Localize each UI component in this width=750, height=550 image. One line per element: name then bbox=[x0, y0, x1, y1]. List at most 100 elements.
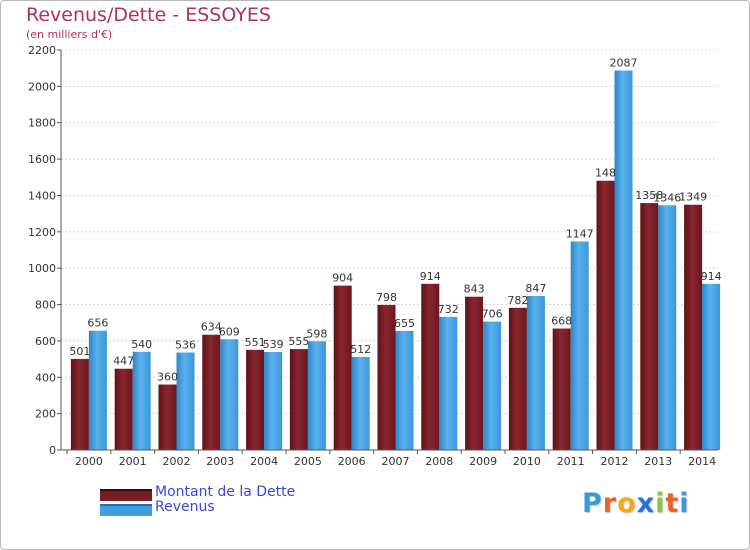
y-tick-label: 800 bbox=[35, 299, 56, 312]
value-label: 1358 bbox=[635, 189, 663, 202]
x-tick-label: 2006 bbox=[338, 455, 366, 468]
bar-revenus bbox=[526, 296, 545, 450]
x-tick-label: 2000 bbox=[75, 455, 103, 468]
bar-dette bbox=[684, 204, 703, 450]
logo-letter: i bbox=[655, 488, 666, 519]
value-label: 501 bbox=[69, 345, 90, 358]
legend-label-dette: Montant de la Dette bbox=[155, 484, 296, 500]
legend-item-dette: Montant de la Dette bbox=[100, 484, 340, 502]
x-tick-label: 2007 bbox=[382, 455, 410, 468]
bar-revenus bbox=[570, 241, 589, 450]
bar-dette bbox=[158, 384, 177, 450]
x-tick-label: 2001 bbox=[119, 455, 147, 468]
y-tick-label: 400 bbox=[35, 371, 56, 384]
value-label: 539 bbox=[263, 338, 284, 351]
value-label: 555 bbox=[288, 335, 309, 348]
logo-letter: o bbox=[617, 488, 637, 519]
proxiti-logo: Proxiti bbox=[582, 488, 690, 519]
bar-dette bbox=[465, 296, 484, 450]
y-tick-label: 600 bbox=[35, 335, 56, 348]
value-label: 904 bbox=[332, 272, 353, 285]
bar-revenus bbox=[702, 283, 721, 450]
bar-dette bbox=[596, 180, 615, 450]
y-tick-label: 2000 bbox=[28, 80, 56, 93]
y-tick-label: 0 bbox=[49, 444, 56, 457]
value-label: 843 bbox=[464, 283, 485, 296]
bar-revenus bbox=[132, 351, 151, 450]
value-label: 798 bbox=[376, 291, 397, 304]
x-tick-label: 2003 bbox=[206, 455, 234, 468]
y-tick-label: 1600 bbox=[28, 153, 56, 166]
bar-revenus bbox=[439, 316, 458, 450]
x-tick-label: 2014 bbox=[688, 455, 716, 468]
value-label: 914 bbox=[701, 270, 722, 283]
x-tick-label: 2002 bbox=[163, 455, 191, 468]
value-label: 1349 bbox=[679, 191, 707, 204]
logo-letter: r bbox=[602, 488, 618, 519]
bar-revenus bbox=[614, 70, 633, 450]
bar-revenus bbox=[395, 330, 414, 450]
value-label: 706 bbox=[482, 308, 503, 321]
bar-revenus bbox=[658, 205, 677, 450]
value-label: 914 bbox=[420, 270, 441, 283]
chart-subtitle: (en milliers d'€) bbox=[26, 28, 113, 41]
y-tick-label: 1200 bbox=[28, 226, 56, 239]
x-tick-label: 2004 bbox=[250, 455, 278, 468]
x-tick-label: 2008 bbox=[425, 455, 453, 468]
bar-revenus bbox=[88, 330, 107, 450]
x-tick-label: 2005 bbox=[294, 455, 322, 468]
x-axis: 2000 2001 2002 2003 2004 2005 2006 2007 2008 2009… bbox=[61, 449, 718, 468]
bar-dette bbox=[289, 349, 308, 450]
bar-dette bbox=[421, 283, 440, 450]
value-label: 609 bbox=[219, 325, 240, 338]
bar-revenus bbox=[176, 352, 195, 450]
x-tick-label: 2009 bbox=[469, 455, 497, 468]
y-axis: 0 200 400 600 800 1000 1200 1400 1600 1800 2000 220… bbox=[28, 44, 62, 457]
value-label: 1147 bbox=[566, 227, 594, 240]
legend-swatch-dette bbox=[100, 489, 152, 501]
bar-revenus bbox=[264, 352, 283, 450]
legend-label-revenus: Revenus bbox=[155, 499, 215, 515]
logo-letter: i bbox=[679, 488, 690, 519]
value-label: 1346 bbox=[653, 191, 681, 204]
value-label: 2087 bbox=[610, 57, 638, 70]
value-label: 655 bbox=[394, 317, 415, 330]
bar-dette bbox=[202, 334, 221, 450]
value-label: 634 bbox=[201, 321, 222, 334]
bar-dette bbox=[70, 358, 89, 450]
value-label: 551 bbox=[245, 336, 266, 349]
bar-revenus bbox=[351, 356, 370, 450]
logo-letter: t bbox=[665, 488, 680, 519]
y-tick-label: 1800 bbox=[28, 117, 56, 130]
value-label: 668 bbox=[551, 315, 572, 328]
logo-letter: x bbox=[636, 488, 656, 519]
value-label: 598 bbox=[306, 327, 327, 340]
value-label: 847 bbox=[525, 282, 546, 295]
x-tick-label: 2011 bbox=[557, 455, 585, 468]
logo-letter: P bbox=[582, 488, 603, 519]
bar-revenus bbox=[483, 321, 502, 450]
value-label: 536 bbox=[175, 339, 196, 352]
bar-revenus bbox=[307, 341, 326, 450]
value-label: 447 bbox=[113, 355, 134, 368]
bar-dette bbox=[640, 203, 659, 450]
x-tick-label: 2010 bbox=[513, 455, 541, 468]
value-label: 732 bbox=[438, 303, 459, 316]
bar-dette bbox=[377, 304, 396, 450]
y-tick-label: 200 bbox=[35, 408, 56, 421]
chart-title: Revenus/Dette - ESSOYES bbox=[26, 4, 271, 26]
y-tick-label: 1000 bbox=[28, 262, 56, 275]
bar-revenus bbox=[220, 339, 239, 450]
bar-dette bbox=[114, 368, 133, 450]
y-tick-label: 2200 bbox=[28, 44, 56, 57]
bar-dette bbox=[552, 328, 571, 450]
bar-dette bbox=[246, 349, 265, 450]
bars bbox=[70, 70, 721, 450]
value-label: 540 bbox=[131, 338, 152, 351]
bar-dette bbox=[508, 307, 527, 450]
value-label: 512 bbox=[350, 343, 371, 356]
value-label: 656 bbox=[87, 317, 108, 330]
bar-dette bbox=[333, 285, 352, 450]
